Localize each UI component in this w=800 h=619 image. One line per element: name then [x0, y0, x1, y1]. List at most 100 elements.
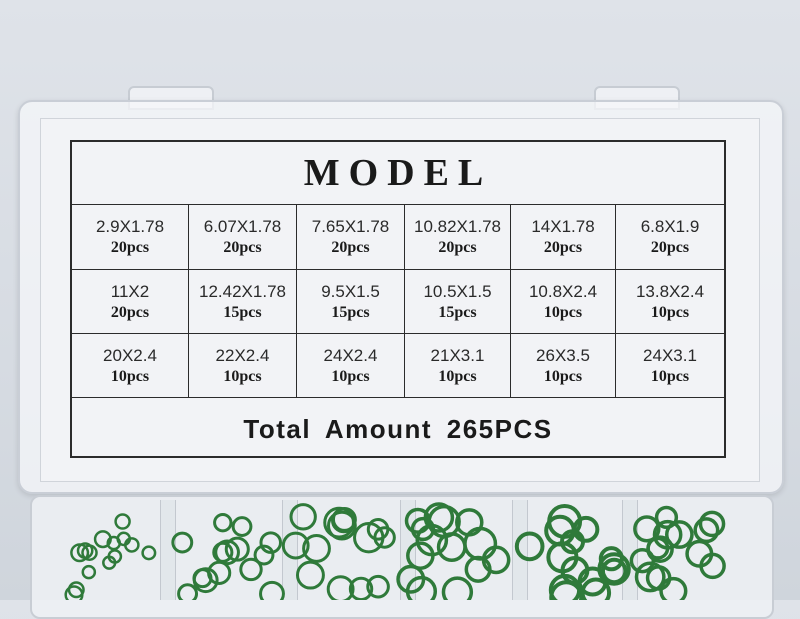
table-cell: 6.07X1.78 20pcs [189, 205, 297, 269]
o-ring [295, 560, 325, 590]
label-card [40, 118, 760, 482]
ring-quantity: 20pcs [650, 239, 690, 256]
o-ring [141, 545, 157, 561]
ring-size: 22X2.4 [215, 345, 270, 365]
table-cell: 14X1.78 20pcs [511, 205, 616, 269]
o-ring [665, 520, 694, 549]
table-row: 11X2 20pcs 12.42X1.78 15pcs 9.5X1.5 15pcs 10.5… [72, 270, 724, 334]
o-ring [213, 512, 233, 533]
table-cell: 24X2.4 10pcs [297, 334, 405, 397]
o-ring [76, 542, 94, 560]
model-table: MODEL 2.9X1.78 20pcs 6.07X1.78 20pcs 7.65X1.… [70, 140, 726, 458]
ring-quantity: 10pcs [331, 367, 370, 385]
table-row: 20X2.4 10pcs 22X2.4 10pcs 24X2.4 10pcs 21X3.1 1… [72, 334, 724, 398]
ring-quantity: 10pcs [438, 367, 477, 385]
ring-size: 14X1.78 [531, 217, 595, 236]
ring-quantity: 10pcs [543, 367, 583, 385]
ring-size: 20X2.4 [103, 345, 157, 365]
table-cell: 10.5X1.5 15pcs [405, 270, 511, 333]
ring-size: 11X2 [110, 281, 150, 301]
o-ring [123, 537, 140, 553]
o-ring [366, 574, 390, 599]
tray-divider [512, 500, 528, 600]
ring-quantity: 15pcs [223, 303, 262, 321]
o-ring [64, 585, 84, 600]
total-amount: Total Amount 265PCS [243, 413, 553, 444]
o-ring [598, 546, 624, 572]
table-cell: 7.65X1.78 20pcs [297, 205, 405, 269]
table-cell: 11X2 20pcs [72, 270, 189, 333]
ring-quantity: 15pcs [331, 303, 370, 321]
table-title: MODEL [72, 142, 724, 205]
o-ring [106, 535, 122, 551]
o-ring [463, 526, 498, 561]
ring-quantity: 20pcs [543, 239, 583, 256]
o-ring [544, 514, 576, 547]
ring-quantity: 10pcs [110, 367, 150, 385]
o-ring [629, 547, 656, 574]
o-ring [633, 515, 661, 543]
ring-size: 7.65X1.78 [311, 217, 390, 236]
table-cell: 2.9X1.78 20pcs [72, 205, 189, 269]
ring-quantity: 10pcs [650, 367, 690, 385]
o-ring [231, 516, 253, 537]
table-cell: 12.42X1.78 15pcs [189, 270, 297, 333]
o-ring [405, 575, 438, 600]
o-ring [577, 566, 608, 597]
ring-size: 21X3.1 [430, 345, 485, 365]
o-ring [514, 531, 545, 562]
ring-size: 10.82X1.78 [414, 217, 501, 236]
o-ring [259, 531, 282, 554]
o-ring [177, 583, 199, 600]
o-ring [81, 564, 97, 580]
o-rings [64, 502, 726, 600]
o-ring [253, 544, 275, 566]
ring-size: 13.8X2.4 [635, 281, 705, 301]
o-ring [107, 549, 123, 564]
table-cell: 22X2.4 10pcs [189, 334, 297, 397]
table-cell: 10.82X1.78 20pcs [405, 205, 511, 269]
o-ring [239, 557, 263, 582]
o-ring [212, 541, 234, 563]
o-ring [548, 573, 582, 600]
o-ring [659, 576, 688, 600]
o-ring [634, 561, 666, 593]
table-cell: 26X3.5 10pcs [511, 334, 616, 397]
o-ring [171, 531, 194, 554]
o-ring [406, 541, 435, 570]
o-ring [481, 545, 511, 575]
ring-quantity: 15pcs [438, 303, 477, 321]
table-cell: 21X3.1 10pcs [405, 334, 511, 397]
o-ring [259, 580, 285, 600]
o-ring [114, 513, 131, 530]
o-ring [685, 539, 714, 568]
o-ring [693, 517, 720, 544]
ring-quantity: 20pcs [110, 239, 150, 256]
ring-size: 26X3.5 [536, 345, 590, 365]
ring-quantity: 20pcs [223, 239, 262, 256]
table-cell: 24X3.1 10pcs [616, 334, 724, 397]
ring-quantity: 10pcs [650, 303, 690, 321]
o-ring [326, 575, 355, 600]
ring-size: 10.5X1.5 [423, 281, 492, 301]
ring-quantity: 10pcs [543, 303, 583, 321]
o-ring [192, 567, 219, 594]
o-ring [436, 532, 467, 563]
o-ring [289, 503, 317, 531]
ring-size: 9.5X1.5 [321, 281, 380, 301]
table-cell: 20X2.4 10pcs [72, 334, 189, 397]
table-cell: 10.8X2.4 10pcs [511, 270, 616, 333]
o-ring [331, 507, 357, 534]
o-ring [404, 507, 431, 534]
o-ring [600, 557, 628, 585]
o-ring [652, 519, 683, 550]
ring-quantity: 10pcs [223, 367, 262, 385]
ring-quantity: 20pcs [331, 239, 370, 256]
table-cell: 9.5X1.5 15pcs [297, 270, 405, 333]
o-ring [698, 510, 726, 538]
o-ring [423, 502, 455, 533]
o-ring [302, 534, 331, 563]
o-ring [654, 505, 679, 529]
table-cell: 13.8X2.4 10pcs [616, 270, 724, 333]
ring-size: 24X3.1 [643, 345, 697, 365]
